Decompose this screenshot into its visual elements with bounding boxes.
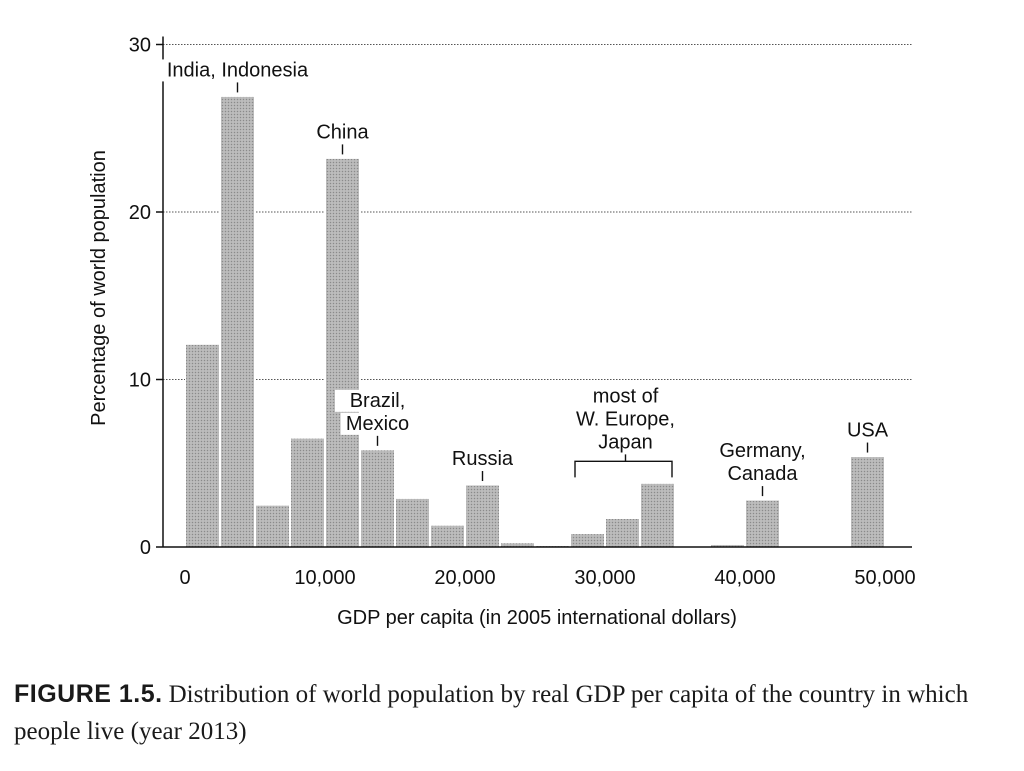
annotation: Brazil,Mexico: [335, 389, 420, 435]
gridlines: [163, 44, 912, 380]
annotation: most ofW. Europe,Japan: [566, 385, 685, 454]
annotation-background: [566, 408, 685, 431]
annotation: China: [311, 121, 374, 144]
annotation-label: most of: [593, 385, 659, 407]
annotation: Russia: [445, 448, 520, 471]
histogram-bar: [570, 533, 605, 548]
annotation-background: [311, 121, 374, 144]
annotation: USA: [847, 419, 889, 442]
annotation-label: India, Indonesia: [167, 59, 309, 81]
annotation-background: [340, 412, 415, 435]
figure-caption-text: Distribution of world population by real…: [14, 681, 969, 745]
annotation-label: Brazil,: [350, 390, 406, 412]
annotation: Germany,Canada: [714, 440, 811, 486]
annotation-background: [725, 463, 800, 486]
x-tick-label: 50,000: [854, 567, 915, 589]
histogram-bar: [255, 504, 290, 548]
x-tick-label: 30,000: [574, 567, 635, 589]
histogram-chart: 0 10 20 30 0 10,000 20,000 30,000 40,000 50,000 I…: [88, 35, 916, 630]
annotation-label: Japan: [598, 431, 653, 453]
annotation-background: [847, 419, 888, 442]
x-tick-label: 10,000: [294, 567, 355, 589]
histogram-bar: [360, 449, 395, 548]
x-tick-label: 20,000: [434, 567, 495, 589]
bars: [185, 95, 885, 548]
histogram-bar: [325, 157, 360, 548]
annotation-background: [145, 59, 330, 82]
histogram-bar: [220, 95, 255, 548]
figure-label: FIGURE 1.5.: [14, 680, 163, 708]
histogram-bar: [465, 484, 500, 548]
histogram-bar: [430, 524, 465, 548]
histogram-bar: [395, 497, 430, 548]
axes: 0 10 20 30 0 10,000 20,000 30,000 40,000 50,000: [129, 35, 916, 590]
histogram-bar: [850, 456, 885, 548]
y-tick-label: 20: [129, 202, 151, 224]
annotation: India, Indonesia: [145, 59, 330, 82]
annotations: India, Indonesia China Brazil,Mexico Russia…: [145, 59, 889, 497]
x-tick-label: 40,000: [714, 567, 775, 589]
y-axis-label: Percentage of world population: [88, 150, 110, 426]
annotation-background: [594, 431, 657, 454]
histogram-bar: [605, 518, 640, 548]
annotation-background: [445, 448, 520, 471]
histogram-bar: [745, 499, 780, 548]
annotation-background: [583, 385, 668, 408]
bracket: [574, 454, 673, 478]
y-tick-label: 10: [129, 370, 151, 392]
annotation-background: [335, 389, 420, 412]
histogram-bar: [640, 482, 675, 548]
histogram-bar: [290, 437, 325, 548]
annotation-label: W. Europe,: [576, 408, 675, 430]
annotation-background: [714, 440, 811, 463]
y-tick-label: 0: [140, 537, 151, 559]
annotation-label: China: [316, 121, 369, 143]
annotation-label: Russia: [452, 448, 514, 470]
x-axis-label: GDP per capita (in 2005 international do…: [337, 607, 737, 629]
annotation-label: USA: [847, 420, 889, 442]
x-tick-label: 0: [179, 567, 190, 589]
annotation-label: Mexico: [346, 413, 409, 435]
annotation-label: Canada: [727, 463, 798, 485]
y-tick-label: 30: [129, 35, 151, 57]
figure-caption: FIGURE 1.5. Distribution of world populat…: [14, 676, 1004, 750]
annotation-label: Germany,: [719, 440, 805, 462]
histogram-bar: [185, 343, 220, 548]
